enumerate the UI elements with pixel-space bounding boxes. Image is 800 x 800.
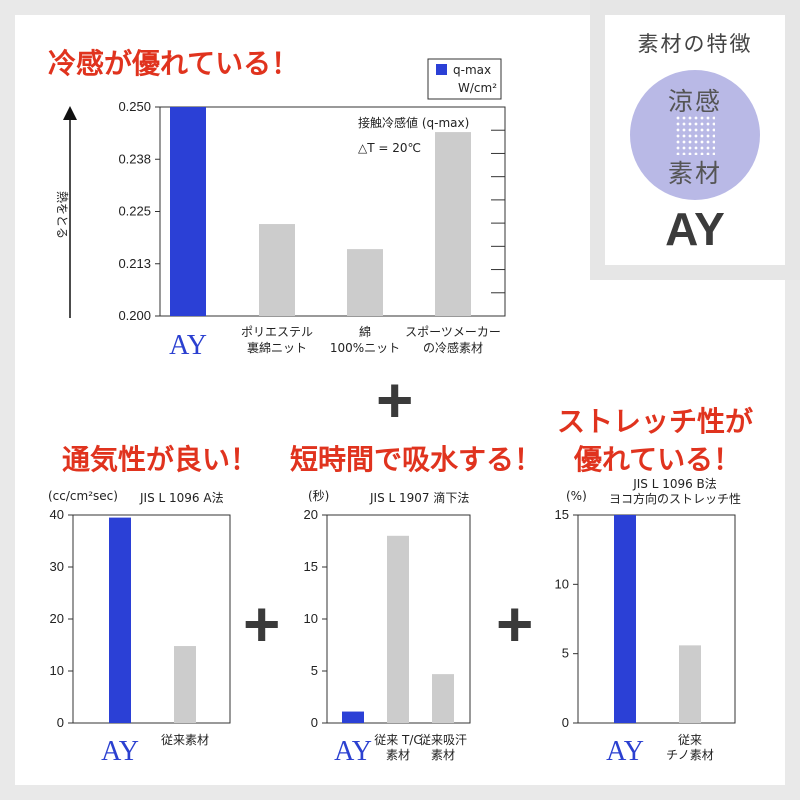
y-tick-label: 5 bbox=[311, 663, 318, 678]
y-tick-label: 40 bbox=[50, 507, 64, 522]
heading-stretch-line-2: 優れている！ bbox=[574, 443, 742, 476]
y-unit-label: (秒) bbox=[308, 489, 329, 503]
category-label: 従来吸汗素材 bbox=[419, 733, 467, 762]
legend-label: q-max bbox=[453, 63, 491, 77]
badge-circle: 涼感 素材 bbox=[630, 70, 760, 200]
chart-frame bbox=[72, 514, 231, 724]
y-unit-label: (%) bbox=[566, 489, 587, 503]
legend-swatch bbox=[436, 64, 447, 75]
chart-title: JIS L 1096 A法 bbox=[139, 491, 224, 505]
bar bbox=[679, 645, 701, 723]
bar bbox=[170, 107, 206, 316]
y-tick-label: 5 bbox=[562, 646, 569, 661]
badge-brand-name: AY bbox=[665, 203, 725, 255]
badge-line-1: 涼感 bbox=[667, 87, 722, 116]
badge-title: 素材の特徴 bbox=[637, 32, 753, 56]
y-tick-label: 0 bbox=[562, 715, 569, 730]
bar bbox=[387, 535, 409, 723]
heading-stretch-line-1: ストレッチ性が bbox=[557, 405, 754, 438]
y-tick-label: 10 bbox=[555, 576, 569, 591]
category-label: 従来 T/C 素材 bbox=[374, 733, 422, 762]
bar bbox=[614, 515, 636, 723]
chart-frame bbox=[577, 514, 736, 724]
plus-icon: + bbox=[243, 588, 281, 660]
y-tick-label: 0.250 bbox=[118, 99, 151, 114]
bar bbox=[435, 132, 471, 316]
y-tick-label: 10 bbox=[304, 611, 318, 626]
y-tick-label: 0 bbox=[311, 715, 318, 730]
y-unit-label: (cc/cm²sec) bbox=[48, 489, 118, 503]
y-tick-label: 15 bbox=[304, 559, 318, 574]
category-label: AY bbox=[334, 736, 372, 767]
heading-airflow: 通気性が良い！ bbox=[62, 443, 259, 476]
legend-unit: W/cm² bbox=[458, 81, 497, 95]
y-tick-label: 15 bbox=[555, 507, 569, 522]
chart-title: JIS L 1907 滴下法 bbox=[369, 490, 469, 505]
chart-title: JIS L 1096 B法ヨコ方向のストレッチ性 bbox=[609, 477, 741, 506]
category-label: ポリエステル裏綿ニット bbox=[241, 325, 313, 355]
y-axis-label: 熱をとる bbox=[55, 191, 69, 239]
category-label: 綿 100%ニット bbox=[330, 325, 400, 355]
y-tick-label: 30 bbox=[50, 559, 64, 574]
plus-icon: + bbox=[376, 364, 414, 436]
bar bbox=[347, 249, 383, 316]
plus-icon: + bbox=[496, 588, 534, 660]
y-tick-label: 0.200 bbox=[118, 308, 151, 323]
category-label: AY bbox=[101, 736, 139, 767]
y-tick-label: 20 bbox=[50, 611, 64, 626]
arrow-up-icon bbox=[63, 106, 77, 120]
y-tick-label: 0.238 bbox=[118, 151, 151, 166]
y-tick-label: 0.213 bbox=[118, 256, 151, 271]
y-tick-label: 0 bbox=[57, 715, 64, 730]
badge-line-2: 素材 bbox=[667, 159, 722, 188]
category-label: 従来素材 bbox=[161, 733, 209, 747]
category-label: AY bbox=[606, 736, 644, 767]
y-tick-label: 0.225 bbox=[118, 204, 151, 219]
heading-cooling: 冷感が優れている！ bbox=[48, 47, 300, 80]
heading-absorb: 短時間で吸水する！ bbox=[290, 443, 543, 476]
chart-title: 接触冷感値 (q-max) △T = 20℃ bbox=[358, 115, 469, 155]
bar bbox=[109, 517, 131, 723]
y-tick-label: 20 bbox=[304, 507, 318, 522]
bar bbox=[259, 224, 295, 316]
category-label: 従来チノ素材 bbox=[666, 733, 714, 762]
category-label: AY bbox=[169, 330, 207, 361]
y-tick-label: 10 bbox=[50, 663, 64, 678]
bar bbox=[432, 674, 454, 723]
bar bbox=[174, 646, 196, 723]
bar bbox=[342, 711, 364, 723]
category-label: スポーツメーカーの冷感素材 bbox=[405, 325, 501, 355]
dot-pattern-icon bbox=[675, 115, 715, 155]
